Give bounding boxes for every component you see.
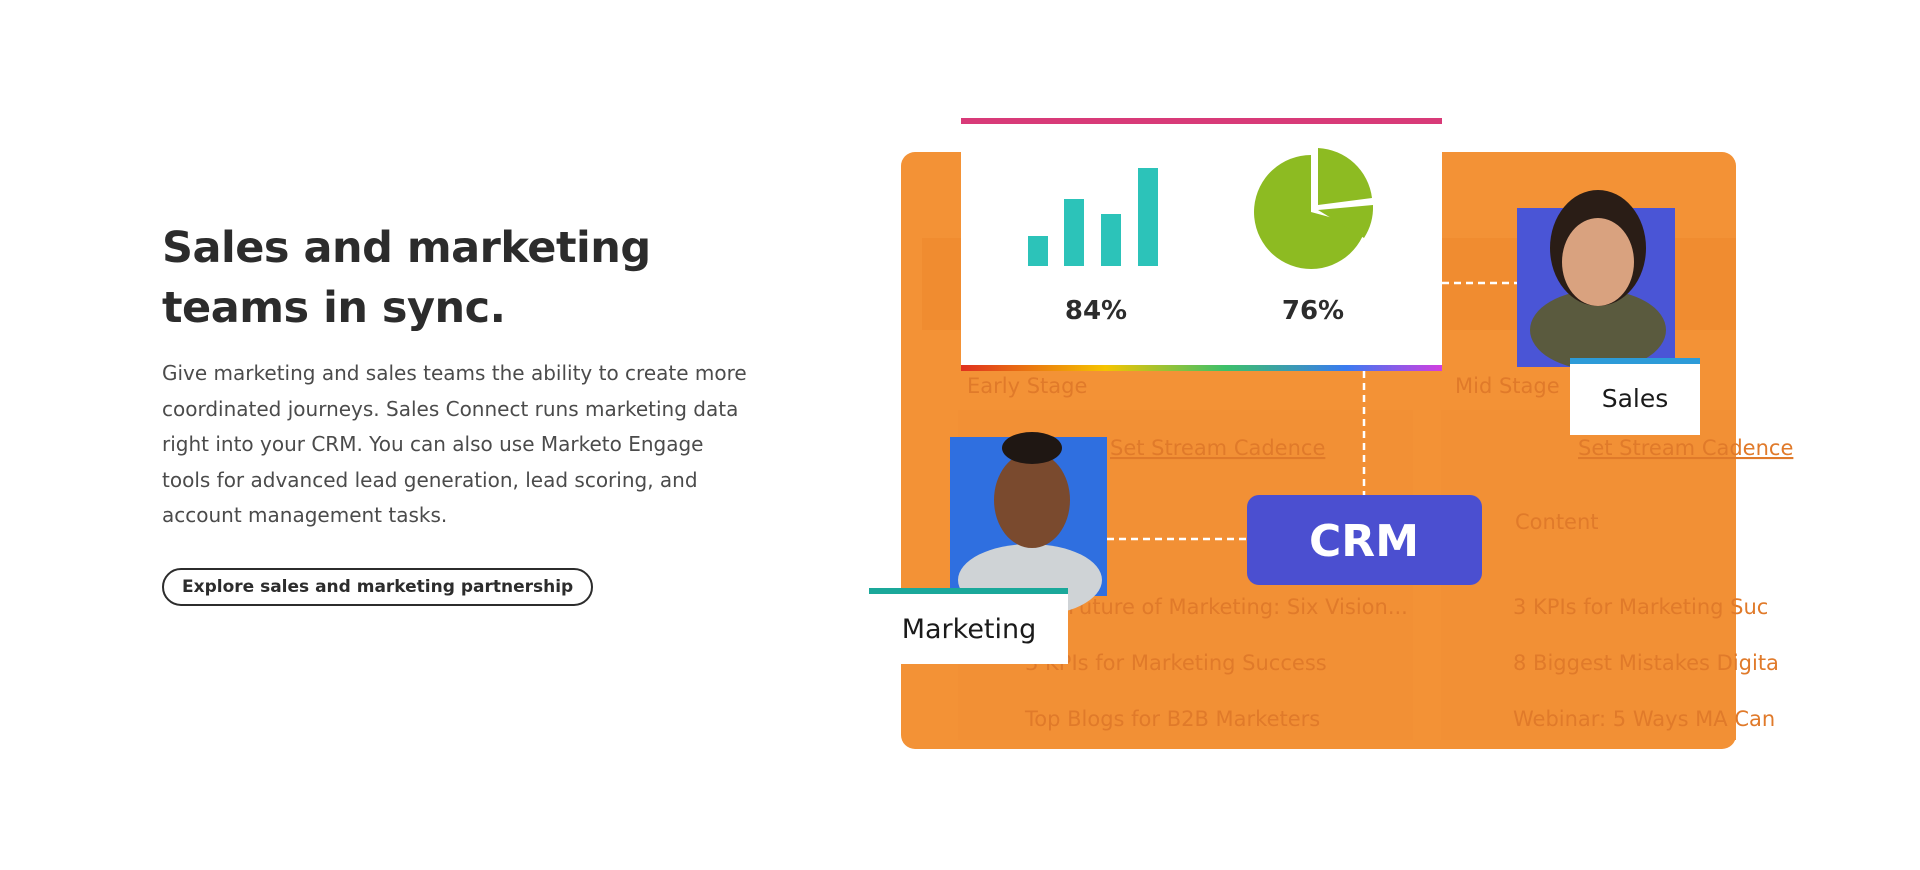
stat: 76% [1282,296,1344,326]
column-title: Early Stage [967,374,1087,398]
card-bottom-border [961,365,1442,371]
list-item: 3 KPIs for Marketing Success [1025,651,1327,675]
list-item: 3 KPIs for Marketing Suc [1513,595,1768,619]
connectors [1107,281,1517,541]
list-item: Future of Marketing: Six Vision... [1068,595,1408,619]
marketing-label-box [869,588,1068,664]
crm-label: CRM [1309,516,1419,567]
cta-button[interactable]: Explore sales and marketing partnership [162,567,594,606]
link: Set Stream Cadence [1110,436,1325,460]
sales-label: Sales [1602,384,1669,413]
heading: Sales and marketing teams in sync. [162,223,651,333]
marketing-label: Marketing [902,614,1037,645]
list-item: Webinar: 5 Ways MA Can [1513,707,1775,731]
sales-label-box [1570,358,1700,435]
crm-box [1247,495,1482,585]
card-top-border [961,118,1442,124]
sales-label-border [1570,358,1700,364]
list-item: Top Blogs for B2B Marketers [1024,707,1320,731]
tab: Content [1515,510,1599,534]
body-text: Give marketing and sales teams the abili… [162,361,747,527]
link: Set Stream Cadence [1578,436,1793,460]
panel-column [1441,410,1736,740]
stat: 84% [1065,296,1127,326]
column-title: Mid Stage [1455,374,1560,398]
copy: Sales and marketing teams in sync. Give … [162,218,752,606]
mini-bar-chart [1028,168,1158,266]
list-item: 8 Biggest Mistakes Digita [1513,651,1779,675]
marketing-label-border [869,588,1068,594]
sales-photo [1517,190,1675,370]
mini-pie-chart [1254,148,1374,269]
